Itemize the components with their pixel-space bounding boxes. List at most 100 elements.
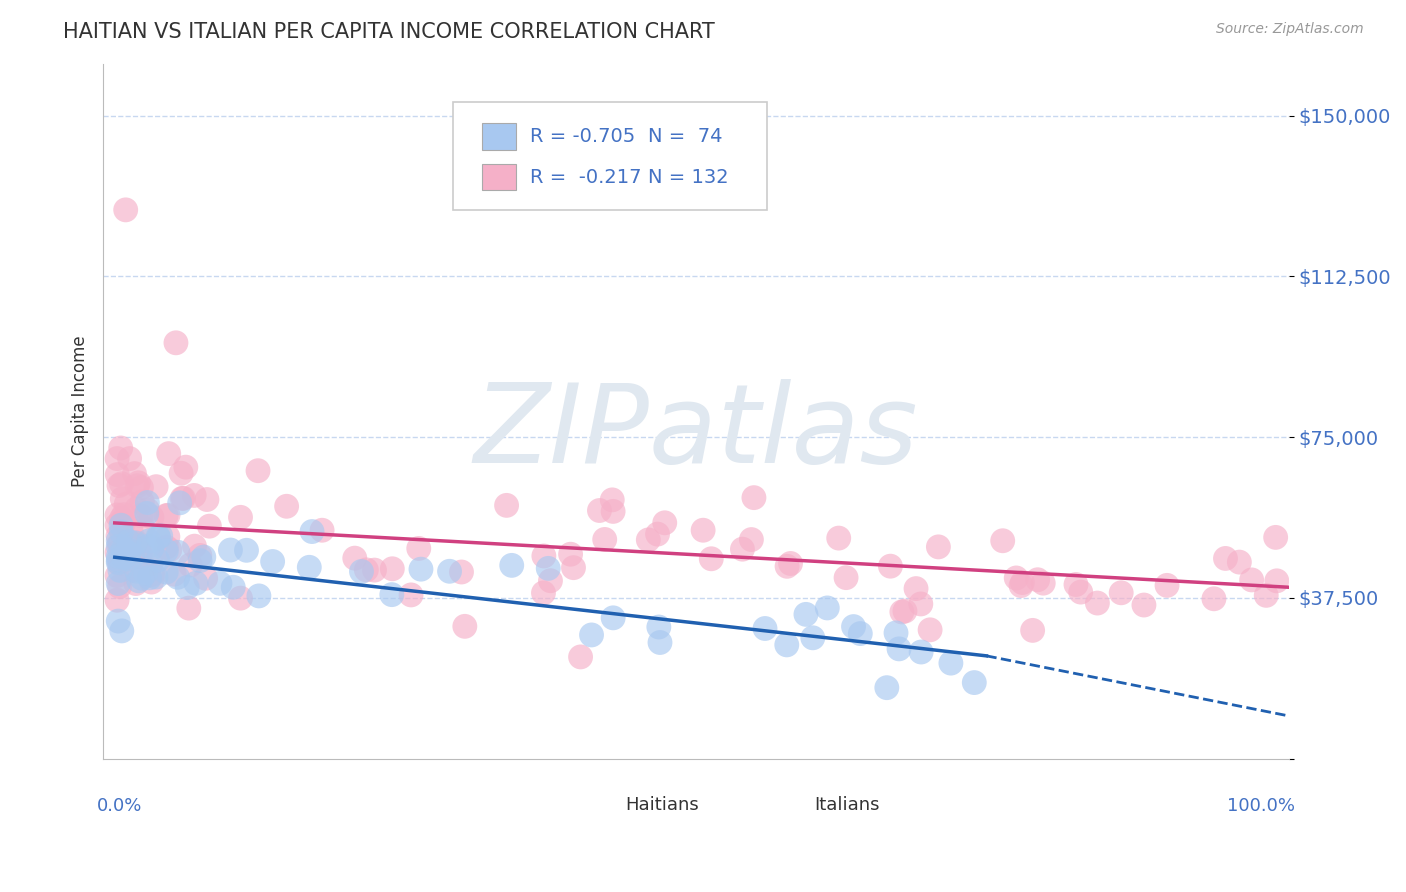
Text: R = -0.705: R = -0.705: [530, 127, 636, 145]
Point: [381, 588, 404, 602]
Bar: [482, 164, 516, 191]
Point: [136, 539, 159, 553]
Point: [127, 479, 149, 493]
Point: [118, 451, 141, 466]
Point: [754, 622, 776, 636]
Point: [108, 563, 131, 577]
Y-axis label: Per Capita Income: Per Capita Income: [72, 335, 89, 487]
Point: [110, 524, 132, 539]
Point: [110, 518, 132, 533]
Point: [276, 500, 298, 514]
Point: [1032, 576, 1054, 591]
Point: [149, 529, 172, 543]
Point: [174, 460, 197, 475]
Point: [172, 491, 194, 506]
Point: [776, 638, 799, 652]
Point: [247, 589, 270, 603]
Point: [141, 575, 163, 590]
Point: [560, 547, 582, 561]
Point: [110, 549, 132, 564]
Point: [155, 508, 177, 523]
Point: [408, 541, 430, 556]
Point: [1087, 596, 1109, 610]
Text: N = 132: N = 132: [648, 168, 730, 186]
Point: [131, 520, 153, 534]
Point: [692, 523, 714, 537]
Point: [637, 533, 659, 547]
Point: [648, 635, 671, 649]
Point: [193, 549, 215, 564]
Point: [409, 562, 432, 576]
Point: [219, 543, 242, 558]
Point: [138, 533, 160, 548]
Point: [731, 542, 754, 557]
Point: [146, 553, 169, 567]
Point: [533, 549, 555, 563]
Point: [118, 564, 141, 578]
Point: [107, 540, 129, 554]
Point: [121, 549, 143, 564]
Point: [229, 510, 252, 524]
Point: [1005, 571, 1028, 585]
Point: [495, 499, 517, 513]
Point: [105, 518, 128, 533]
Point: [124, 536, 146, 550]
Point: [562, 560, 585, 574]
Point: [602, 504, 624, 518]
Point: [356, 563, 378, 577]
Point: [105, 545, 128, 559]
Bar: [779, 795, 806, 814]
Point: [910, 597, 932, 611]
Point: [742, 491, 765, 505]
Point: [450, 565, 472, 579]
Point: [105, 451, 128, 466]
Point: [129, 558, 152, 573]
Point: [107, 549, 129, 564]
Point: [179, 558, 201, 572]
Point: [177, 601, 200, 615]
Point: [1010, 578, 1032, 592]
Point: [588, 503, 610, 517]
Point: [991, 533, 1014, 548]
Point: [593, 533, 616, 547]
Point: [112, 516, 135, 530]
Point: [131, 481, 153, 495]
Point: [879, 559, 901, 574]
Point: [124, 537, 146, 551]
Point: [142, 567, 165, 582]
Point: [117, 551, 139, 566]
Point: [155, 544, 177, 558]
Point: [183, 488, 205, 502]
Point: [105, 593, 128, 607]
Point: [1215, 551, 1237, 566]
Point: [107, 553, 129, 567]
Point: [112, 541, 135, 556]
Point: [167, 545, 190, 559]
Point: [124, 537, 146, 551]
Point: [148, 531, 170, 545]
Point: [131, 571, 153, 585]
Point: [141, 541, 163, 556]
Point: [108, 557, 131, 571]
Bar: [589, 795, 616, 814]
Point: [1070, 585, 1092, 599]
FancyBboxPatch shape: [453, 103, 768, 210]
Point: [939, 656, 962, 670]
Point: [131, 495, 153, 509]
Point: [963, 675, 986, 690]
Point: [648, 620, 671, 634]
Point: [208, 576, 231, 591]
Point: [105, 568, 128, 582]
Point: [135, 507, 157, 521]
Point: [815, 601, 838, 615]
Point: [128, 545, 150, 559]
Point: [927, 540, 949, 554]
Point: [454, 619, 477, 633]
Point: [111, 491, 134, 506]
Point: [602, 611, 624, 625]
Point: [894, 604, 917, 618]
Point: [141, 557, 163, 571]
Point: [129, 508, 152, 523]
Point: [141, 510, 163, 524]
Point: [1064, 577, 1087, 591]
